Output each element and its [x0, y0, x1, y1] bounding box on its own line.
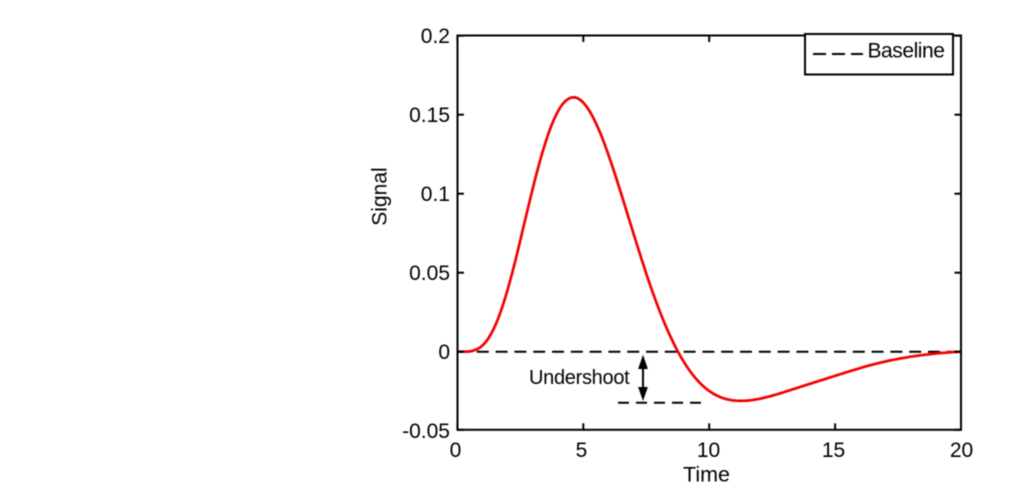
svg-text:0.05: 0.05 — [409, 262, 450, 285]
svg-text:5: 5 — [576, 439, 588, 462]
svg-text:Time: Time — [683, 463, 730, 487]
svg-text:10: 10 — [697, 439, 720, 462]
svg-text:15: 15 — [822, 439, 845, 462]
svg-text:-0.05: -0.05 — [402, 420, 450, 443]
svg-text:Signal: Signal — [369, 167, 392, 225]
svg-text:20: 20 — [950, 439, 973, 462]
svg-text:Baseline: Baseline — [868, 39, 945, 62]
svg-text:0.1: 0.1 — [421, 183, 450, 206]
svg-text:0.15: 0.15 — [409, 104, 450, 127]
svg-text:0: 0 — [438, 341, 450, 364]
svg-text:Undershoot: Undershoot — [529, 367, 630, 389]
svg-text:0.2: 0.2 — [421, 25, 450, 48]
svg-text:0: 0 — [450, 439, 462, 462]
